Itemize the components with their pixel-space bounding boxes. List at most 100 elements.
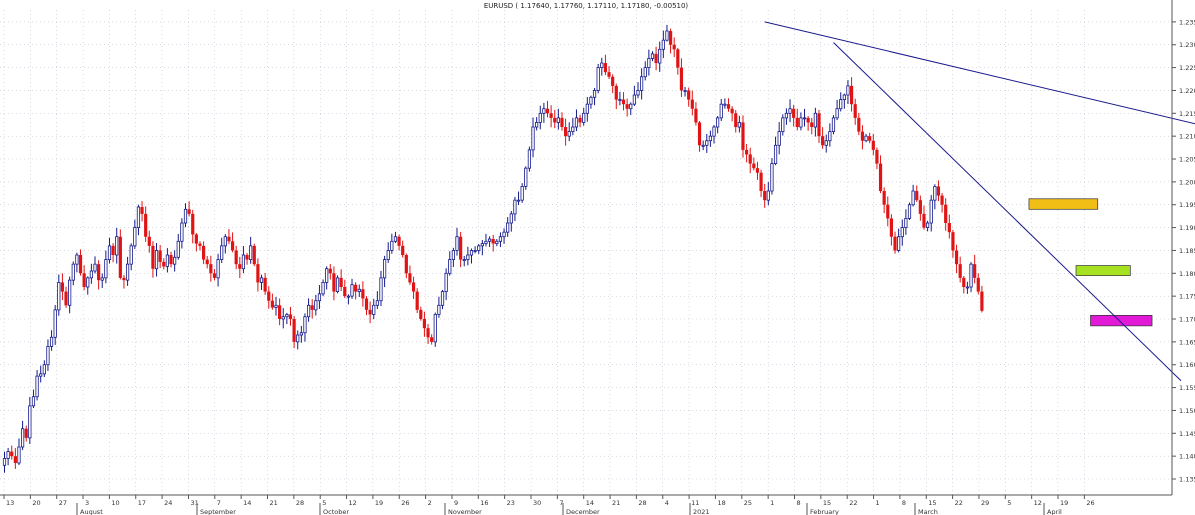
- candle: [509, 210, 513, 232]
- y-tick-label: 1.220: [1179, 87, 1195, 95]
- candle-body: [545, 108, 550, 114]
- candle: [202, 241, 206, 265]
- candle: [75, 252, 79, 273]
- candle-body: [368, 309, 372, 315]
- y-tick-label: 1.170: [1179, 316, 1195, 324]
- candle-body: [176, 240, 180, 258]
- candle: [614, 83, 618, 110]
- candle-body: [973, 264, 977, 278]
- candle-body: [802, 117, 807, 120]
- candle-body: [296, 334, 300, 343]
- candle-body: [864, 135, 868, 142]
- x-tick-label: 17: [138, 499, 146, 507]
- candle-body: [911, 190, 915, 206]
- x-tick-label: 8: [797, 499, 801, 507]
- candle-body: [741, 122, 745, 150]
- candle-body: [726, 104, 731, 109]
- y-tick-label: 1.145: [1179, 430, 1195, 438]
- candle: [473, 246, 477, 254]
- candle-body: [223, 236, 227, 247]
- candle-body: [382, 259, 387, 279]
- candle-body: [737, 122, 741, 128]
- candle: [459, 231, 463, 268]
- x-tick-label: 11: [691, 499, 699, 507]
- month-label: February: [810, 508, 839, 515]
- candle: [889, 214, 893, 246]
- candle-body: [672, 44, 676, 50]
- candle-body: [810, 122, 814, 128]
- candle: [795, 108, 799, 131]
- y-tick-label: 1.150: [1179, 407, 1195, 415]
- candle-body: [951, 232, 955, 251]
- candle-body: [216, 259, 220, 279]
- x-tick-label: 30: [533, 499, 541, 507]
- candle: [151, 241, 155, 278]
- candle-body: [705, 140, 709, 146]
- candle-body: [495, 240, 499, 244]
- candle: [393, 231, 398, 244]
- candle: [697, 121, 702, 152]
- candle: [687, 87, 691, 107]
- candle: [357, 284, 361, 297]
- candle-body: [618, 99, 622, 101]
- candle-body: [212, 273, 217, 278]
- candle: [133, 219, 137, 249]
- candle: [455, 227, 459, 256]
- candle: [382, 255, 387, 288]
- candle: [147, 230, 151, 253]
- candle: [60, 273, 65, 301]
- candle: [654, 46, 658, 71]
- candle-body: [491, 239, 495, 244]
- candle-body: [411, 282, 416, 292]
- candle-body: [792, 108, 796, 118]
- candle: [216, 253, 220, 287]
- trendline-1: [764, 21, 1195, 125]
- candle-body: [632, 94, 636, 105]
- candle-body: [281, 316, 285, 320]
- candle-body: [723, 103, 727, 106]
- candle: [752, 157, 756, 171]
- candle-body: [393, 236, 398, 242]
- candle: [198, 241, 202, 251]
- candle: [303, 313, 307, 342]
- candle-body: [860, 131, 865, 141]
- candle-body: [234, 250, 238, 265]
- candle-body: [531, 126, 535, 151]
- candle-body: [180, 222, 184, 242]
- candle: [332, 266, 336, 301]
- candle-body: [437, 304, 441, 315]
- x-tick-label: 1: [876, 499, 880, 507]
- candle: [611, 74, 615, 94]
- candle: [487, 236, 492, 247]
- candle: [444, 268, 448, 301]
- candle-body: [49, 336, 54, 347]
- candle: [560, 112, 564, 131]
- candle-body: [640, 76, 644, 91]
- y-tick-label: 1.190: [1179, 224, 1195, 232]
- candle-body: [140, 207, 144, 214]
- candle: [68, 276, 72, 314]
- candle-body: [401, 245, 405, 256]
- candle-body: [582, 112, 586, 123]
- candle: [679, 58, 684, 97]
- candle-body: [954, 250, 959, 265]
- candle: [520, 183, 524, 203]
- candle-body: [440, 291, 445, 306]
- candle: [107, 237, 112, 264]
- candle-body: [426, 328, 430, 338]
- candle: [621, 92, 626, 111]
- candle-body: [35, 375, 39, 398]
- candle: [723, 98, 727, 109]
- candle: [676, 47, 680, 75]
- candle: [194, 233, 198, 252]
- candle: [20, 420, 25, 451]
- candle-body: [849, 85, 854, 105]
- candle-body: [220, 245, 224, 260]
- month-label: November: [448, 508, 482, 515]
- candle: [466, 246, 470, 266]
- candle-body: [419, 309, 423, 320]
- candle: [129, 243, 133, 271]
- x-tick-label: 10: [111, 499, 119, 507]
- x-tick-label: 14: [243, 499, 251, 507]
- candle: [267, 286, 271, 309]
